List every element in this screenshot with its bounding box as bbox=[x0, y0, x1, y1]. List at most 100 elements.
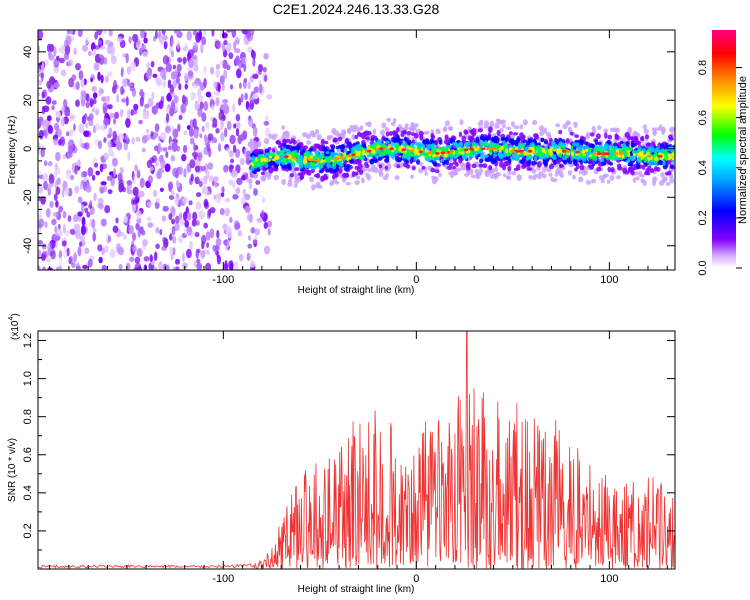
spectrogram-noise-cell bbox=[56, 167, 61, 175]
spectrogram-noise-cell bbox=[264, 75, 268, 82]
spectrogram-noise-cell bbox=[144, 103, 150, 109]
spectrogram-signal-track bbox=[247, 117, 675, 191]
spectrogram-noise-cell bbox=[41, 62, 45, 73]
spectrogram-track-cell bbox=[424, 171, 429, 176]
spectrogram-track-cell bbox=[281, 164, 287, 169]
spectrogram-track-cell bbox=[461, 139, 467, 144]
spectrogram-track-cell bbox=[642, 180, 647, 187]
spectrogram-track-cell bbox=[434, 176, 439, 182]
spectrogram-noise-cell bbox=[223, 39, 228, 46]
spectrogram-track-cell bbox=[299, 175, 304, 181]
spectrogram-track-cell bbox=[310, 161, 314, 166]
spectrogram-noise-cell bbox=[56, 266, 60, 270]
spectrogram-track-cell bbox=[306, 140, 312, 145]
spectrogram-noise-cell bbox=[66, 247, 70, 257]
spectrogram-track-cell bbox=[396, 164, 401, 169]
spectrogram-track-cell bbox=[418, 168, 424, 174]
colorbar-tick-label: 0.8 bbox=[697, 60, 709, 75]
spectrogram-track-cell bbox=[532, 120, 538, 125]
spectrogram-track-cell bbox=[282, 131, 287, 136]
spectrogram-track-cell bbox=[385, 131, 390, 137]
spectrogram-track-cell bbox=[395, 143, 399, 148]
spectrogram-noise-cell bbox=[110, 55, 117, 65]
spectrogram-noise-cell bbox=[204, 201, 210, 210]
spectrogram-noise-cell bbox=[186, 248, 192, 259]
spectrogram-noise-cell bbox=[145, 69, 152, 80]
spectrogram-track-cell bbox=[508, 138, 513, 144]
spectrogram-track-cell bbox=[652, 130, 658, 135]
spectrogram-noise-cell bbox=[155, 30, 158, 39]
spectrogram-noise-cell bbox=[237, 229, 243, 237]
spectrogram-track-cell bbox=[471, 135, 475, 140]
spectrogram-track-cell bbox=[655, 166, 661, 172]
spectrogram-noise-cell bbox=[103, 137, 107, 143]
spectrogram-track-cell bbox=[334, 155, 339, 158]
spectrogram-noise-cell bbox=[215, 238, 222, 247]
spectrogram-noise-cell bbox=[106, 175, 113, 181]
spectrogram-track-cell bbox=[533, 133, 539, 138]
spectrogram-noise-cell bbox=[243, 77, 248, 83]
spectrogram-track-cell bbox=[432, 153, 436, 158]
spectrogram-track-cell bbox=[507, 165, 512, 172]
spectrogram-track-cell bbox=[532, 174, 537, 181]
spectrogram-noise-cell bbox=[153, 132, 159, 138]
spectrogram-noise-cell bbox=[66, 169, 71, 175]
spectrogram-track-cell bbox=[414, 151, 419, 154]
spectrogram-noise-cell bbox=[41, 253, 46, 262]
spectrogram-noise-cell bbox=[170, 38, 175, 45]
spectrogram-track-cell bbox=[665, 181, 671, 187]
spectrogram-noise-cell bbox=[49, 200, 54, 208]
spectrogram-track-cell bbox=[668, 154, 673, 159]
spectrogram-noise-cell bbox=[220, 192, 225, 198]
spectrogram-peak-cell bbox=[440, 151, 445, 155]
spectrogram-track-cell bbox=[279, 143, 283, 148]
spectrogram-noise-cell bbox=[58, 205, 64, 213]
spectrogram-noise-cell bbox=[96, 30, 103, 36]
spectrogram-noise-cell bbox=[87, 258, 93, 268]
spectrogram-track-cell bbox=[347, 141, 352, 147]
spectrogram-noise-cell bbox=[191, 55, 197, 60]
spectrogram-track-cell bbox=[326, 163, 332, 169]
spectrogram-track-cell bbox=[505, 175, 510, 180]
spectrogram-track-cell bbox=[542, 166, 547, 173]
spectrogram-noise-cell bbox=[103, 30, 107, 35]
spectrogram-track-cell bbox=[281, 179, 287, 185]
spectrogram-track-cell bbox=[669, 127, 674, 133]
spectrogram-noise-cell bbox=[154, 123, 160, 132]
spectrogram-noise-cell bbox=[84, 247, 90, 254]
spectrogram-track-cell bbox=[660, 172, 665, 178]
spectrogram-track-cell bbox=[621, 154, 625, 159]
spectrogram-track-cell bbox=[464, 172, 470, 177]
spectrogram-noise-cell bbox=[109, 112, 115, 119]
spectrogram-noise-cell bbox=[44, 59, 49, 67]
spectrogram-track-cell bbox=[323, 175, 329, 181]
spectrogram-noise-cell bbox=[64, 111, 71, 117]
spectrogram-noise-cell bbox=[195, 248, 200, 259]
spectrogram-peak-cell bbox=[480, 147, 486, 151]
figure-title: C2E1.2024.246.13.33.G28 bbox=[273, 1, 440, 17]
spectrogram-noise-cell bbox=[51, 85, 55, 90]
spectrogram-noise-cell bbox=[153, 35, 156, 42]
spectrogram-track-cell bbox=[489, 151, 493, 156]
spectrogram-noise-cell bbox=[53, 138, 59, 146]
spectrogram-track-cell bbox=[486, 135, 491, 141]
spectrogram-track-cell bbox=[323, 159, 326, 162]
spectrogram-track-cell bbox=[654, 156, 659, 162]
spectrogram-noise-cell bbox=[139, 48, 143, 56]
spectrogram-track-cell bbox=[395, 147, 399, 152]
spectrogram-track-cell bbox=[424, 149, 428, 153]
spectrogram-noise-cell bbox=[193, 64, 199, 72]
spectrogram-noise-cell bbox=[203, 30, 207, 37]
spectrogram-noise-cell bbox=[97, 140, 102, 149]
spectrogram-noise-cell bbox=[161, 30, 166, 36]
spectrogram-track-cell bbox=[286, 138, 291, 143]
spectrogram-track-cell bbox=[617, 165, 623, 171]
spectrogram-noise-cell bbox=[189, 137, 195, 145]
spectrogram-noise-cell bbox=[196, 31, 202, 38]
spectrogram-track-cell bbox=[619, 148, 624, 153]
spectrogram-track-cell bbox=[599, 175, 605, 181]
spectrogram-noise-cell bbox=[54, 167, 58, 178]
spectrogram-track-cell bbox=[362, 131, 368, 137]
spectrogram-peak-cell bbox=[565, 149, 571, 153]
colorbar-tick-label: 0.4 bbox=[697, 160, 709, 175]
